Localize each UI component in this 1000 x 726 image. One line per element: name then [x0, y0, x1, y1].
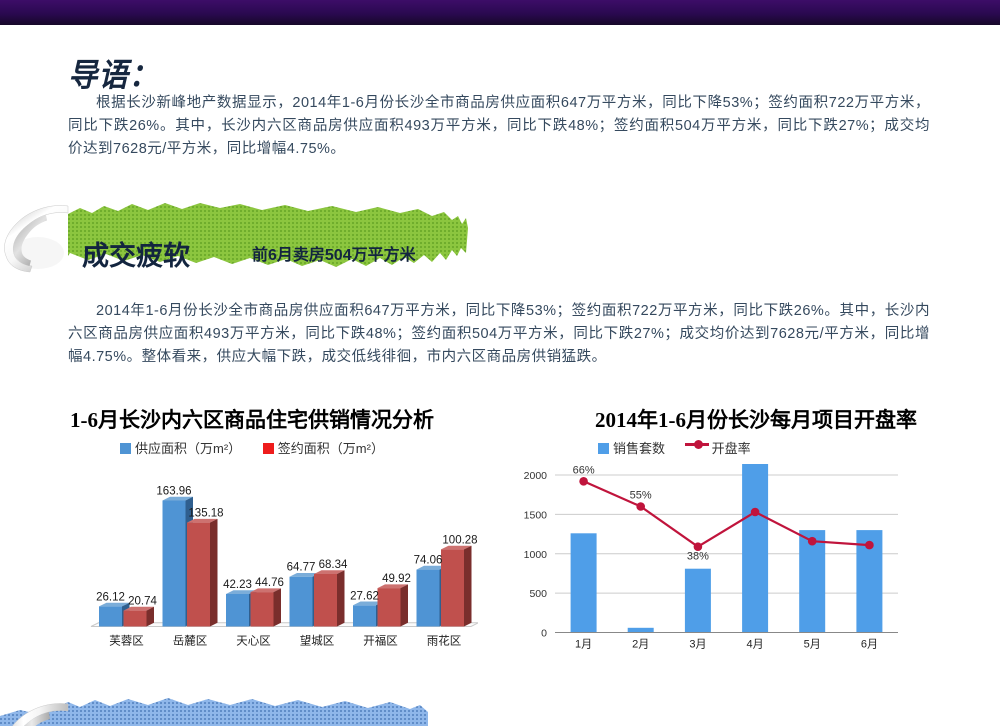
svg-text:26.12: 26.12: [96, 591, 125, 603]
svg-text:74.06: 74.06: [414, 555, 443, 567]
svg-text:芙蓉区: 芙蓉区: [109, 634, 144, 648]
svg-text:163.96: 163.96: [156, 486, 191, 498]
svg-text:4月: 4月: [747, 639, 764, 651]
svg-text:1月: 1月: [575, 639, 592, 651]
svg-text:500: 500: [529, 588, 547, 600]
svg-text:100.28: 100.28: [442, 534, 477, 546]
svg-text:42.23: 42.23: [223, 579, 252, 591]
svg-text:0: 0: [541, 628, 547, 640]
svg-text:55%: 55%: [630, 490, 652, 502]
svg-text:6月: 6月: [861, 639, 878, 651]
svg-text:望城区: 望城区: [300, 635, 335, 648]
svg-text:5月: 5月: [804, 639, 821, 651]
svg-text:44.76: 44.76: [255, 577, 284, 589]
svg-text:64.77: 64.77: [287, 562, 316, 574]
svg-text:3月: 3月: [689, 639, 706, 651]
svg-text:135.18: 135.18: [188, 508, 223, 520]
svg-text:68.34: 68.34: [319, 559, 348, 571]
svg-text:38%: 38%: [687, 551, 709, 563]
svg-text:雨花区: 雨花区: [427, 635, 462, 648]
svg-text:49.92: 49.92: [382, 573, 411, 585]
svg-text:66%: 66%: [573, 464, 595, 476]
svg-text:2000: 2000: [524, 470, 548, 482]
svg-text:天心区: 天心区: [236, 635, 271, 648]
svg-text:20.74: 20.74: [128, 596, 157, 608]
svg-text:2月: 2月: [632, 639, 649, 651]
svg-text:27.62: 27.62: [350, 590, 379, 602]
svg-text:开福区: 开福区: [363, 634, 398, 648]
svg-text:1500: 1500: [524, 509, 548, 521]
svg-text:1000: 1000: [524, 549, 548, 561]
svg-text:岳麓区: 岳麓区: [173, 635, 208, 648]
